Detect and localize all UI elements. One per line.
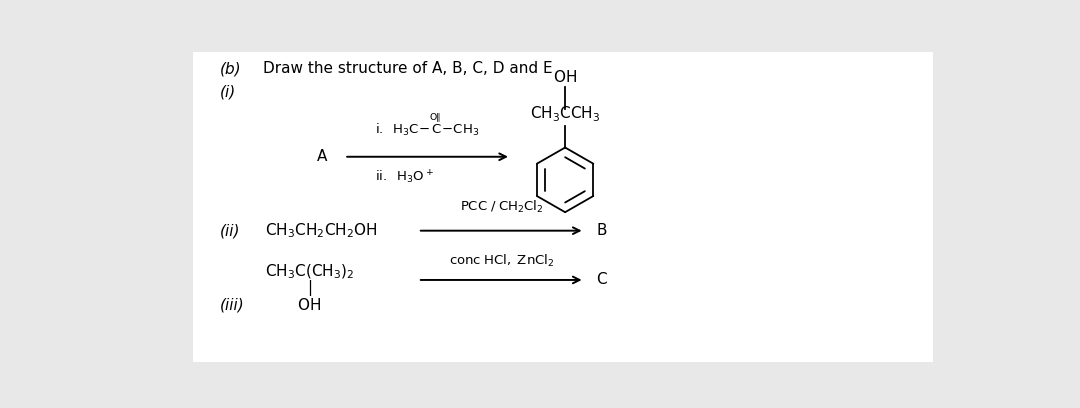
Text: |: | [307,280,312,297]
FancyBboxPatch shape [193,52,933,361]
Text: A: A [318,149,327,164]
Text: $\mathrm{CH_3CH_2CH_2OH}$: $\mathrm{CH_3CH_2CH_2OH}$ [266,221,378,240]
Text: $\mathrm{OH}$: $\mathrm{OH}$ [553,69,577,85]
Text: (ii): (ii) [220,223,241,238]
Text: $\mathrm{i.\;\;H_3C{-}\overset{O\!\!\parallel}{C}{-}CH_3}$: $\mathrm{i.\;\;H_3C{-}\overset{O\!\!\par… [375,111,480,137]
Text: C: C [596,273,607,288]
Text: $\mathrm{ii.\;\;H_3O^+}$: $\mathrm{ii.\;\;H_3O^+}$ [375,169,434,186]
Text: Draw the structure of A, B, C, D and E: Draw the structure of A, B, C, D and E [262,62,553,76]
Text: B: B [596,223,607,238]
Text: $\mathrm{CH_3\overset{}{C}CH_3}$: $\mathrm{CH_3\overset{}{C}CH_3}$ [530,102,600,124]
Text: $\mathrm{conc\;HCl,\;ZnCl_2}$: $\mathrm{conc\;HCl,\;ZnCl_2}$ [449,253,554,269]
Text: (i): (i) [220,84,237,100]
Text: $\mathrm{OH}$: $\mathrm{OH}$ [297,297,322,313]
Text: $\mathrm{CH_3C(CH_3)_2}$: $\mathrm{CH_3C(CH_3)_2}$ [266,263,354,282]
Text: (b): (b) [220,62,242,76]
Text: $\mathrm{PCC\;/\;CH_2Cl_2}$: $\mathrm{PCC\;/\;CH_2Cl_2}$ [460,199,543,215]
Text: (iii): (iii) [220,297,245,312]
